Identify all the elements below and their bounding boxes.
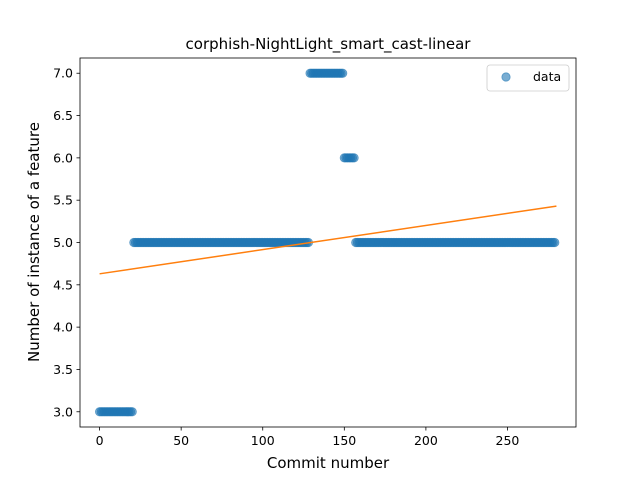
legend-box [486, 64, 570, 92]
legend-marker [501, 72, 511, 82]
data-point [349, 153, 359, 163]
y-tick-label: 3.5 [53, 362, 73, 377]
y-axis: 3.0 3.5 4.0 4.5 5.0 5.5 6.0 6.5 7.0 [53, 66, 80, 419]
data-point [550, 237, 560, 248]
x-tick-label: 0 [96, 433, 104, 448]
y-tick-label: 3.0 [53, 404, 73, 419]
y-tick-label: 7.0 [53, 66, 73, 81]
x-tick-label: 250 [496, 433, 520, 448]
x-tick-label: 150 [332, 433, 356, 448]
data-point [127, 407, 137, 417]
x-tick-label: 200 [414, 433, 438, 448]
y-axis-label: Number of instance of a feature [25, 122, 43, 362]
trend-line [99, 205, 557, 275]
legend-label: data [533, 69, 561, 84]
plot-area [79, 57, 577, 428]
data-series [94, 68, 560, 417]
x-tick-label: 100 [251, 433, 275, 448]
x-tick-label: 50 [173, 433, 189, 448]
chart-title: corphish-NightLight_smart_cast-linear [186, 35, 472, 54]
y-tick-label: 4.5 [53, 277, 73, 292]
legend: data [486, 64, 570, 92]
trend-line-series [99, 205, 557, 275]
y-tick-label: 5.0 [53, 235, 73, 250]
x-axis-label: Commit number [267, 454, 390, 472]
y-tick-label: 6.0 [53, 150, 73, 165]
y-tick-label: 5.5 [53, 193, 73, 208]
y-tick-label: 6.5 [53, 108, 73, 123]
data-point [338, 68, 348, 78]
y-tick-label: 4.0 [53, 320, 73, 335]
x-axis: 0 50 100 150 200 250 [96, 427, 520, 448]
